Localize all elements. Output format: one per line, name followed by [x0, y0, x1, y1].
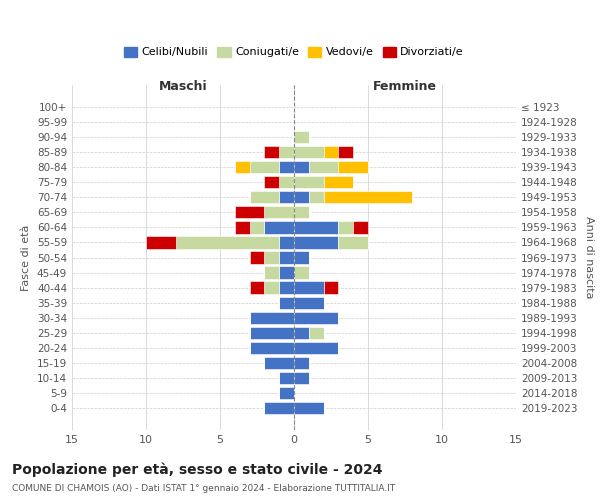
Text: COMUNE DI CHAMOIS (AO) - Dati ISTAT 1° gennaio 2024 - Elaborazione TUTTITALIA.IT: COMUNE DI CHAMOIS (AO) - Dati ISTAT 1° g…: [12, 484, 395, 493]
Bar: [279, 161, 294, 173]
Bar: [265, 266, 279, 278]
Text: Popolazione per età, sesso e stato civile - 2024: Popolazione per età, sesso e stato civil…: [12, 462, 383, 477]
Bar: [279, 266, 294, 278]
Text: Femmine: Femmine: [373, 80, 437, 94]
Bar: [309, 191, 323, 203]
Bar: [265, 282, 279, 294]
Bar: [294, 312, 338, 324]
Bar: [294, 296, 323, 309]
Bar: [279, 252, 294, 264]
Bar: [294, 342, 338, 354]
Bar: [294, 252, 309, 264]
Bar: [235, 221, 250, 234]
Bar: [265, 146, 279, 158]
Bar: [309, 326, 323, 339]
Bar: [279, 282, 294, 294]
Bar: [250, 342, 294, 354]
Bar: [294, 161, 309, 173]
Bar: [250, 282, 265, 294]
Bar: [294, 221, 338, 234]
Bar: [265, 402, 294, 414]
Legend: Celibi/Nubili, Coniugati/e, Vedovi/e, Divorziati/e: Celibi/Nubili, Coniugati/e, Vedovi/e, Di…: [119, 42, 469, 62]
Bar: [265, 221, 294, 234]
Bar: [279, 191, 294, 203]
Bar: [294, 282, 323, 294]
Bar: [338, 161, 368, 173]
Bar: [250, 221, 265, 234]
Bar: [279, 387, 294, 400]
Bar: [279, 296, 294, 309]
Bar: [279, 146, 294, 158]
Bar: [279, 176, 294, 188]
Bar: [294, 176, 323, 188]
Bar: [294, 326, 309, 339]
Bar: [323, 282, 338, 294]
Text: Maschi: Maschi: [158, 80, 208, 94]
Bar: [294, 131, 309, 143]
Bar: [294, 402, 323, 414]
Bar: [250, 326, 294, 339]
Bar: [294, 357, 309, 369]
Y-axis label: Anni di nascita: Anni di nascita: [584, 216, 594, 298]
Bar: [176, 236, 279, 248]
Bar: [323, 146, 338, 158]
Bar: [250, 252, 265, 264]
Bar: [250, 161, 279, 173]
Bar: [294, 266, 309, 278]
Bar: [323, 176, 353, 188]
Bar: [279, 236, 294, 248]
Bar: [294, 206, 309, 218]
Y-axis label: Fasce di età: Fasce di età: [22, 224, 31, 290]
Bar: [294, 372, 309, 384]
Bar: [265, 176, 279, 188]
Bar: [250, 312, 294, 324]
Bar: [265, 206, 294, 218]
Bar: [265, 357, 294, 369]
Bar: [146, 236, 176, 248]
Bar: [294, 146, 323, 158]
Bar: [323, 191, 412, 203]
Bar: [338, 221, 353, 234]
Bar: [235, 161, 250, 173]
Bar: [309, 161, 338, 173]
Bar: [294, 236, 338, 248]
Bar: [279, 372, 294, 384]
Bar: [235, 206, 265, 218]
Bar: [338, 146, 353, 158]
Bar: [250, 191, 279, 203]
Bar: [265, 252, 279, 264]
Bar: [338, 236, 368, 248]
Bar: [353, 221, 368, 234]
Bar: [294, 191, 309, 203]
